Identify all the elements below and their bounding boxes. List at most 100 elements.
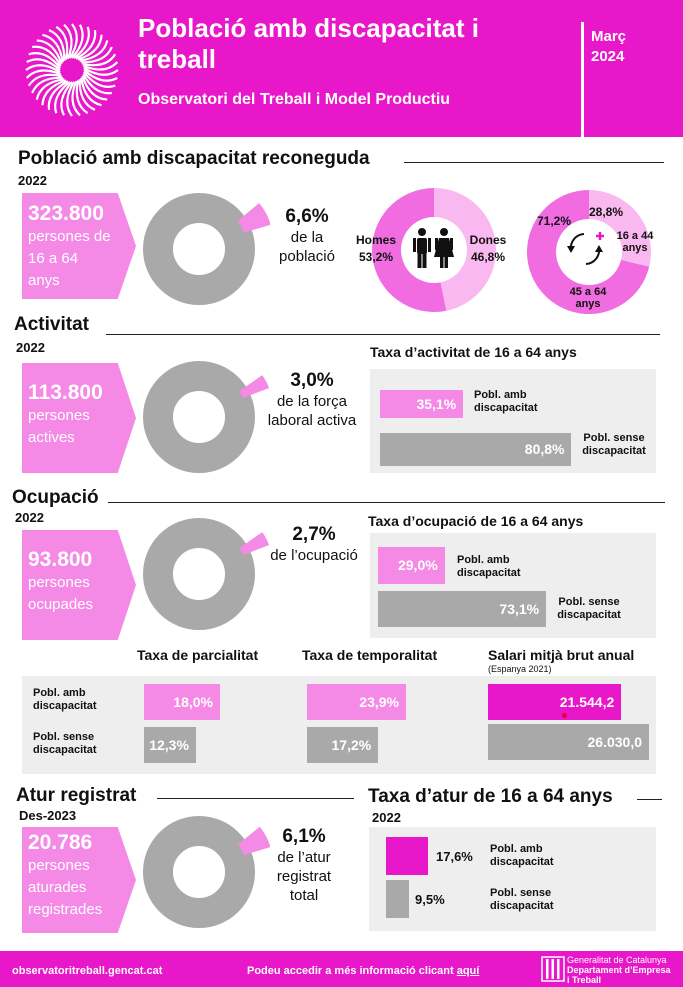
employed-share-donut — [143, 518, 270, 630]
unemployed-share-donut — [143, 816, 270, 928]
employed-count: 93.800 — [28, 548, 93, 571]
section-year: Des-2023 — [19, 808, 77, 823]
population-count: 323.800 — [28, 202, 104, 225]
activity-rate-bar-with: 35,1% — [380, 390, 464, 418]
section-year: 2022 — [15, 510, 44, 525]
temporary-bar-with: 23,9% — [307, 684, 406, 720]
age-16-44-slice — [589, 190, 651, 267]
temporary-bar-without: 17,2% — [307, 727, 379, 763]
unemployment-bar-without — [386, 880, 409, 918]
section-rule — [157, 798, 354, 799]
logo-swirl — [25, 23, 119, 117]
publication-month: Març — [591, 28, 627, 45]
footer-more-info: Podeu accedir a més informació clicant a… — [247, 965, 480, 977]
donut-base — [143, 361, 255, 473]
age-old-value: 71,2% — [537, 214, 572, 228]
part-time-rate-title: Taxa de parcialitat — [137, 647, 259, 663]
employed-share: 2,7% de l’ocupació — [262, 524, 366, 565]
donut-share-slice — [239, 375, 270, 399]
active-share: 3,0% de la força laboral activa — [262, 370, 362, 430]
unemployed-count-box: 20.786 persones aturades registrades — [22, 827, 136, 933]
unemployment-bar-with — [386, 837, 428, 875]
salary-title: Salari mitjà brut anual — [488, 647, 635, 663]
header-divider — [581, 22, 584, 137]
part-time-bar-with: 18,0% — [144, 684, 220, 720]
salary-note: (Espanya 2021) — [488, 664, 552, 674]
donut-share-slice — [238, 826, 270, 856]
gender-men: Homes 53,2% — [352, 232, 400, 266]
activity-rate-title: Taxa d’activitat de 16 a 64 anys — [370, 344, 577, 360]
unemployment-rate-title: Taxa d’atur de 16 a 64 anys — [368, 786, 613, 807]
footer-organisation: Generalitat de Catalunya Departament d’E… — [567, 955, 671, 985]
donut-share-slice — [237, 203, 270, 233]
employed-share-value: 2,7% — [292, 524, 336, 545]
unemployed-share: 6,1% de l’atur registrat total — [268, 826, 340, 905]
row-label-with: Pobl. amb discapacitat — [33, 687, 97, 712]
active-count: 113.800 — [28, 381, 103, 404]
page-title: Població amb discapacitat i treball — [138, 13, 479, 74]
section-title-poblacio: Població amb discapacitat reconeguda — [18, 148, 370, 169]
gender-women: Dones 46,8% — [464, 232, 512, 266]
age-young-value: 28,8% — [589, 205, 624, 219]
part-time-bar-without: 12,3% — [144, 727, 196, 763]
employment-bar-label-without: Pobl. sense discapacitat — [557, 596, 621, 621]
more-info-link[interactable]: aquí — [456, 965, 480, 977]
section-title-activitat: Activitat — [14, 314, 89, 335]
section-rule — [108, 502, 665, 503]
employment-rate-title: Taxa d’ocupació de 16 a 64 anys — [368, 513, 584, 529]
page-subtitle: Observatori del Treball i Model Producti… — [138, 91, 451, 108]
population-count-box: 323.800 persones de 16 a 64 anys — [22, 193, 136, 299]
population-share-donut — [143, 193, 270, 305]
unemployment-bar-label-with: Pobl. amb discapacitat — [490, 843, 554, 868]
population-share: 6,6% de la població — [270, 206, 344, 266]
gender-women-slice — [434, 188, 496, 311]
temporary-rate-title: Taxa de temporalitat — [302, 647, 438, 663]
age-donut — [527, 190, 651, 314]
activity-bar-label-with: Pobl. amb discapacitat — [474, 389, 538, 414]
section-year: 2022 — [18, 173, 47, 188]
unemployment-rate-year: 2022 — [372, 810, 401, 825]
age-45-64-slice — [527, 190, 650, 314]
donut-base — [143, 193, 255, 305]
section-rule — [404, 162, 664, 163]
donut-share-slice — [239, 532, 270, 556]
active-share-donut — [143, 361, 270, 473]
donut-base — [143, 518, 255, 630]
gender-men-value: 53,2% — [358, 250, 394, 264]
employment-rate-bar-without: 73,1% — [378, 591, 547, 627]
people-icon — [413, 228, 454, 268]
publication-year: 2024 — [591, 48, 625, 65]
header-banner — [0, 0, 683, 137]
salary-bar-without: 26.030,0 — [488, 724, 649, 760]
generalitat-logo-icon — [541, 956, 565, 982]
observatori-logo-icon — [25, 23, 119, 117]
employment-bar-label-with: Pobl. amb discapacitat — [457, 554, 521, 579]
section-year: 2022 — [16, 340, 45, 355]
section-rule — [106, 334, 660, 335]
active-share-value: 3,0% — [290, 370, 334, 391]
unemployed-share-value: 6,1% — [282, 826, 326, 847]
unemployment-bar-label-without: Pobl. sense discapacitat — [490, 887, 554, 912]
section-title-ocupacio: Ocupació — [12, 487, 99, 508]
active-count-box: 113.800 persones actives — [22, 363, 136, 473]
activity-bar-label-without: Pobl. sense discapacitat — [582, 432, 646, 457]
gender-women-value: 46,8% — [470, 250, 506, 264]
salary-bar-with: 21.544,2 — [488, 684, 622, 720]
section-rule — [637, 799, 662, 800]
salary-marker-dot — [562, 713, 567, 718]
gender-men-slice — [371, 188, 447, 312]
donut-base — [143, 816, 255, 928]
activity-rate-bar-without: 80,8% — [380, 433, 572, 466]
row-label-without: Pobl. sense discapacitat — [33, 731, 97, 756]
unemployed-count: 20.786 — [28, 831, 93, 854]
plus-icon — [596, 232, 604, 240]
unemployment-value-without: 9,5% — [415, 892, 445, 907]
age-young-label: 16 a 44 anys — [616, 230, 654, 254]
age-old-label: 45 a 64 anys — [569, 286, 607, 310]
publication-date: Març 2024 — [591, 27, 626, 67]
footer-website-link[interactable]: observatoritreball.gencat.cat — [12, 965, 163, 977]
gender-donut — [371, 188, 496, 312]
population-share-value: 6,6% — [285, 206, 329, 227]
unemployment-value-with: 17,6% — [436, 849, 473, 864]
section-title-atur: Atur registrat — [16, 785, 137, 806]
